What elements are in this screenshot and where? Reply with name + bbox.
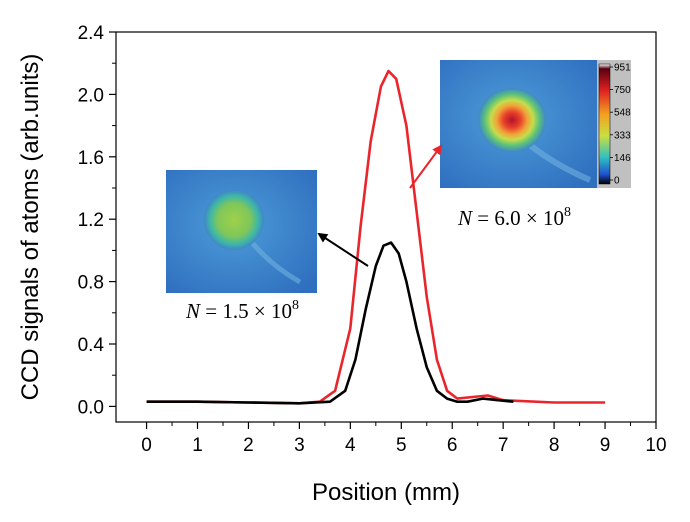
x-tick-label: 7 [498, 435, 509, 456]
x-axis-ticks: 0 1 2 3 4 5 6 7 8 9 10 [141, 422, 667, 456]
colorbar-label: 333 [614, 130, 631, 141]
y-axis-title: CCD signals of atoms (arb.units) [17, 54, 44, 401]
x-tick-label: 4 [345, 435, 356, 456]
x-tick-label: 10 [645, 435, 666, 456]
y-tick-label: 0.0 [78, 397, 104, 418]
x-tick-label: 0 [141, 435, 152, 456]
arrow-black [317, 232, 369, 267]
x-tick-label: 1 [192, 435, 203, 456]
annotation-large: N = 6.0 × 108 [457, 205, 571, 230]
y-axis-ticks: 0.0 0.4 0.8 1.2 1.6 2.0 2.4 [78, 23, 116, 418]
series-group [146, 69, 606, 405]
colorbar-label: 750 [614, 85, 631, 96]
x-tick-label: 6 [447, 435, 458, 456]
arrow-red [409, 144, 443, 189]
series-line-black [146, 241, 514, 405]
inset-image-small [166, 170, 317, 293]
annotation-small: N = 1.5 × 108 [185, 298, 299, 323]
x-axis-title: Position (mm) [312, 479, 460, 506]
x-tick-label: 2 [243, 435, 254, 456]
colorbar-label: 146 [614, 153, 631, 164]
colorbar-label: 951 [614, 63, 631, 74]
y-tick-label: 1.6 [78, 148, 104, 169]
y-tick-label: 1.2 [78, 210, 104, 231]
colorbar-label: 0 [614, 176, 620, 187]
colorbar-label: 548 [614, 108, 631, 119]
x-tick-label: 5 [396, 435, 407, 456]
y-tick-label: 0.8 [78, 273, 104, 294]
x-tick-label: 8 [549, 435, 560, 456]
y-tick-label: 0.4 [78, 335, 105, 356]
colorbar: 951 750 548 333 146 0 [597, 60, 631, 188]
y-tick-label: 2.0 [78, 85, 104, 106]
y-tick-label: 2.4 [78, 23, 105, 44]
x-tick-label: 3 [294, 435, 305, 456]
x-tick-label: 9 [600, 435, 611, 456]
inset-image-large [440, 60, 597, 188]
plot-frame [115, 31, 657, 423]
